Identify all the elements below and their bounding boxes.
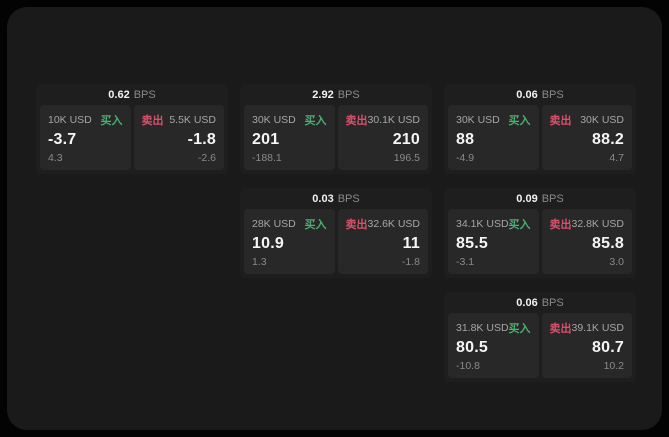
buy-amount-label: 10K USD bbox=[48, 114, 92, 126]
sell-change-value: 4.7 bbox=[609, 152, 624, 164]
buy-panel[interactable]: 10K USD 买入 -3.7 4.3 bbox=[40, 105, 131, 170]
quote-card: 0.06 BPS 30K USD 买入 88 -4.9 卖出 30K USD 8… bbox=[444, 84, 636, 174]
bps-unit-label: BPS bbox=[541, 88, 564, 101]
buy-side-label: 买入 bbox=[508, 323, 531, 335]
sell-change-value: -1.8 bbox=[401, 256, 420, 268]
sell-panel[interactable]: 卖出 39.1K USD 80.7 10.2 bbox=[541, 313, 632, 378]
buy-amount-label: 30K USD bbox=[456, 114, 500, 126]
quote-panels: 30K USD 买入 88 -4.9 卖出 30K USD 88.2 4.7 bbox=[448, 105, 632, 170]
sell-side-label: 卖出 bbox=[345, 115, 368, 127]
buy-change-value: 1.3 bbox=[252, 256, 267, 268]
sell-change-value: 196.5 bbox=[393, 152, 420, 164]
card-header: 0.06 BPS bbox=[448, 292, 632, 313]
card-header: 0.62 BPS bbox=[40, 84, 224, 105]
buy-price-value: 10.9 bbox=[252, 235, 284, 252]
buy-side-label: 买入 bbox=[508, 115, 531, 127]
sell-price-value: 80.7 bbox=[592, 339, 624, 356]
sell-price-value: 85.8 bbox=[592, 235, 624, 252]
sell-price-value: 88.2 bbox=[592, 131, 624, 148]
bps-unit-label: BPS bbox=[541, 296, 564, 309]
buy-amount-label: 30K USD bbox=[252, 114, 296, 126]
quote-panels: 28K USD 买入 10.9 1.3 卖出 32.6K USD 11 -1.8 bbox=[244, 209, 428, 274]
buy-side-label: 买入 bbox=[304, 115, 327, 127]
quote-panels: 30K USD 买入 201 -188.1 卖出 30.1K USD 210 1… bbox=[244, 105, 428, 170]
bps-unit-label: BPS bbox=[337, 88, 360, 101]
quote-card: 0.09 BPS 34.1K USD 买入 85.5 -3.1 卖出 32.8K… bbox=[444, 188, 636, 278]
buy-price-value: 201 bbox=[252, 131, 280, 148]
sell-amount-label: 32.8K USD bbox=[571, 218, 625, 230]
card-header: 0.09 BPS bbox=[448, 188, 632, 209]
sell-change-value: 10.2 bbox=[603, 360, 624, 372]
quote-card: 0.03 BPS 28K USD 买入 10.9 1.3 卖出 32.6K US… bbox=[240, 188, 432, 278]
buy-panel[interactable]: 30K USD 买入 88 -4.9 bbox=[448, 105, 539, 170]
sell-side-label: 卖出 bbox=[141, 115, 164, 127]
sell-change-value: -2.6 bbox=[197, 152, 216, 164]
buy-amount-label: 28K USD bbox=[252, 218, 296, 230]
buy-side-label: 买入 bbox=[508, 219, 531, 231]
sell-panel[interactable]: 卖出 30K USD 88.2 4.7 bbox=[541, 105, 632, 170]
bps-unit-label: BPS bbox=[133, 88, 156, 101]
sell-panel[interactable]: 卖出 32.6K USD 11 -1.8 bbox=[337, 209, 428, 274]
buy-panel[interactable]: 28K USD 买入 10.9 1.3 bbox=[244, 209, 335, 274]
sell-price-value: 210 bbox=[392, 131, 420, 148]
bps-value: 0.06 bbox=[516, 88, 538, 101]
sell-amount-label: 30K USD bbox=[580, 114, 624, 126]
bps-value: 0.03 bbox=[312, 192, 334, 205]
sell-price-value: -1.8 bbox=[187, 131, 216, 148]
buy-price-value: -3.7 bbox=[48, 131, 77, 148]
buy-panel[interactable]: 30K USD 买入 201 -188.1 bbox=[244, 105, 335, 170]
sell-side-label: 卖出 bbox=[549, 115, 572, 127]
buy-price-value: 85.5 bbox=[456, 235, 488, 252]
sell-side-label: 卖出 bbox=[549, 219, 572, 231]
card-header: 0.06 BPS bbox=[448, 84, 632, 105]
sell-amount-label: 39.1K USD bbox=[571, 322, 625, 334]
card-header: 0.03 BPS bbox=[244, 188, 428, 209]
sell-amount-label: 30.1K USD bbox=[367, 114, 421, 126]
bps-value: 0.62 bbox=[108, 88, 130, 101]
quote-panels: 31.8K USD 买入 80.5 -10.8 卖出 39.1K USD 80.… bbox=[448, 313, 632, 378]
sell-side-label: 卖出 bbox=[549, 323, 572, 335]
buy-change-value: -4.9 bbox=[456, 152, 475, 164]
buy-change-value: 4.3 bbox=[48, 152, 63, 164]
buy-price-value: 88 bbox=[456, 131, 475, 148]
bps-value: 2.92 bbox=[312, 88, 334, 101]
quote-card: 2.92 BPS 30K USD 买入 201 -188.1 卖出 30.1K … bbox=[240, 84, 432, 174]
bps-value: 0.09 bbox=[516, 192, 538, 205]
sell-price-value: 11 bbox=[402, 235, 420, 252]
buy-side-label: 买入 bbox=[304, 219, 327, 231]
buy-change-value: -10.8 bbox=[456, 360, 480, 372]
sell-change-value: 3.0 bbox=[609, 256, 624, 268]
buy-amount-label: 31.8K USD bbox=[456, 322, 509, 334]
quote-card: 0.62 BPS 10K USD 买入 -3.7 4.3 卖出 5.5K USD… bbox=[36, 84, 228, 174]
sell-panel[interactable]: 卖出 32.8K USD 85.8 3.0 bbox=[541, 209, 632, 274]
buy-amount-label: 34.1K USD bbox=[456, 218, 509, 230]
buy-side-label: 买入 bbox=[100, 115, 123, 127]
quote-card: 0.06 BPS 31.8K USD 买入 80.5 -10.8 卖出 39.1… bbox=[444, 292, 636, 382]
buy-change-value: -188.1 bbox=[252, 152, 282, 164]
buy-panel[interactable]: 31.8K USD 买入 80.5 -10.8 bbox=[448, 313, 539, 378]
buy-panel[interactable]: 34.1K USD 买入 85.5 -3.1 bbox=[448, 209, 539, 274]
card-header: 2.92 BPS bbox=[244, 84, 428, 105]
quote-card-grid: 0.62 BPS 10K USD 买入 -3.7 4.3 卖出 5.5K USD… bbox=[36, 84, 636, 382]
buy-price-value: 80.5 bbox=[456, 339, 488, 356]
sell-amount-label: 5.5K USD bbox=[169, 114, 216, 126]
sell-panel[interactable]: 卖出 30.1K USD 210 196.5 bbox=[337, 105, 428, 170]
buy-change-value: -3.1 bbox=[456, 256, 475, 268]
quote-panels: 34.1K USD 买入 85.5 -3.1 卖出 32.8K USD 85.8… bbox=[448, 209, 632, 274]
sell-amount-label: 32.6K USD bbox=[367, 218, 421, 230]
bps-unit-label: BPS bbox=[541, 192, 564, 205]
quote-panels: 10K USD 买入 -3.7 4.3 卖出 5.5K USD -1.8 -2.… bbox=[40, 105, 224, 170]
bps-value: 0.06 bbox=[516, 296, 538, 309]
bps-unit-label: BPS bbox=[337, 192, 360, 205]
sell-panel[interactable]: 卖出 5.5K USD -1.8 -2.6 bbox=[133, 105, 224, 170]
sell-side-label: 卖出 bbox=[345, 219, 368, 231]
